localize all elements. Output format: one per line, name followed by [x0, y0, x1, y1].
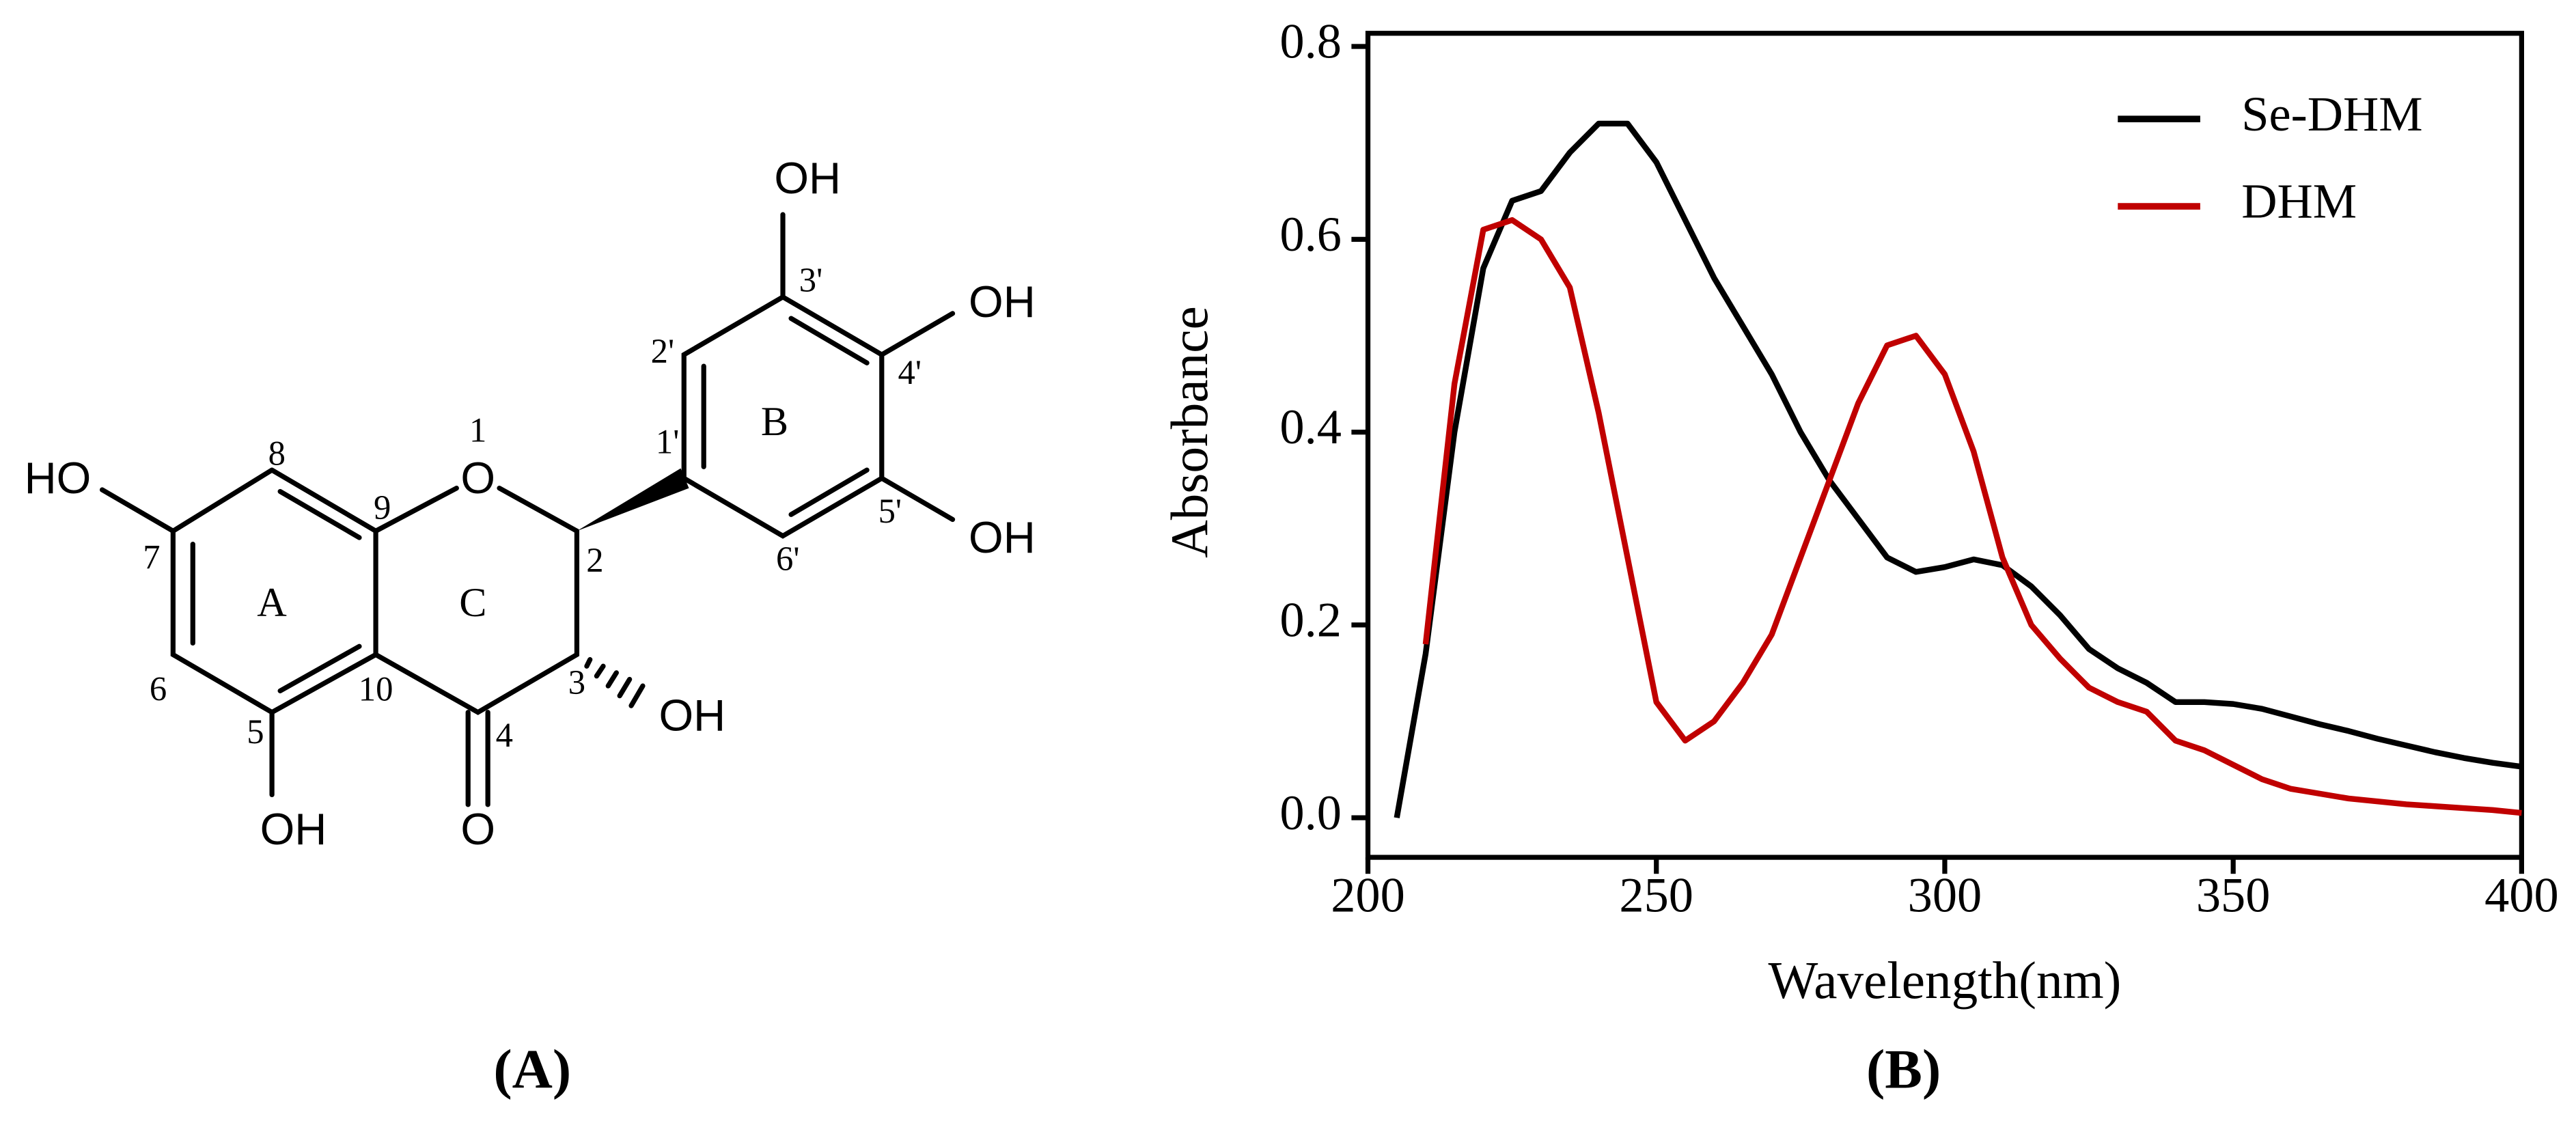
atom: OH: [969, 512, 1036, 562]
locant: 1: [469, 411, 486, 449]
x-tick-label: 200: [1331, 868, 1405, 922]
locant: 8: [268, 434, 286, 472]
data-line: [1422, 217, 2522, 816]
atom: OH: [969, 277, 1036, 327]
locant: 3': [799, 261, 822, 299]
y-tick-label: 0.2: [1279, 592, 1341, 647]
wedge-bond: [577, 468, 689, 531]
y-tick-label: 0.4: [1279, 400, 1341, 454]
atom: O: [460, 453, 495, 503]
atom: HO: [25, 453, 92, 503]
legend-label: Se-DHM: [2241, 87, 2422, 141]
y-tick-label: 0.0: [1279, 786, 1341, 840]
x-axis-title: Wavelength(nm): [1769, 951, 2122, 1010]
x-tick-label: 400: [2484, 868, 2559, 922]
atom: OH: [774, 153, 841, 203]
y-tick-label: 0.6: [1279, 207, 1341, 262]
atom: O: [460, 804, 495, 854]
locant: 10: [359, 669, 393, 708]
locant: 2: [586, 541, 603, 579]
ring-label: C: [459, 580, 486, 626]
locants: 1 2 3 4 5 6 7 8 9 10 1' 2' 3' 4' 5' 6': [143, 261, 922, 754]
bonds: [99, 212, 956, 807]
locant: 5: [247, 712, 264, 751]
locant: 3: [568, 663, 585, 702]
locant: 7: [143, 538, 160, 576]
locant: 4': [898, 353, 922, 391]
locant: 6: [150, 669, 167, 708]
x-tick-label: 300: [1908, 868, 1982, 922]
locant: 2': [651, 332, 674, 370]
data-line: [1394, 120, 2522, 818]
panel-label: (A): [493, 1038, 571, 1100]
locant: 1': [656, 423, 679, 461]
x-tick-label: 350: [2196, 868, 2271, 922]
locant: 4: [496, 716, 513, 754]
atom: OH: [260, 804, 327, 854]
locant: 9: [374, 488, 391, 527]
atom: OH: [659, 691, 725, 740]
structure: O O HO OH OH OH OH OH 1 2 3 4 5 6 7 8 9 …: [25, 153, 1036, 854]
locant: 5': [878, 492, 902, 530]
chart: Wavelength(nm) Absorbance 0.0 0.2 0.4 0.6 0.…: [1160, 14, 2559, 1010]
ring-label: A: [257, 580, 287, 626]
ring-label: B: [761, 399, 788, 445]
y-tick-label: 0.8: [1279, 14, 1341, 69]
locant: 6': [776, 540, 799, 578]
x-tick-label: 250: [1619, 868, 1693, 922]
y-axis-title: Absorbance: [1160, 306, 1219, 558]
legend-label: DHM: [2241, 174, 2357, 229]
panel-label: (B): [1866, 1038, 1941, 1100]
